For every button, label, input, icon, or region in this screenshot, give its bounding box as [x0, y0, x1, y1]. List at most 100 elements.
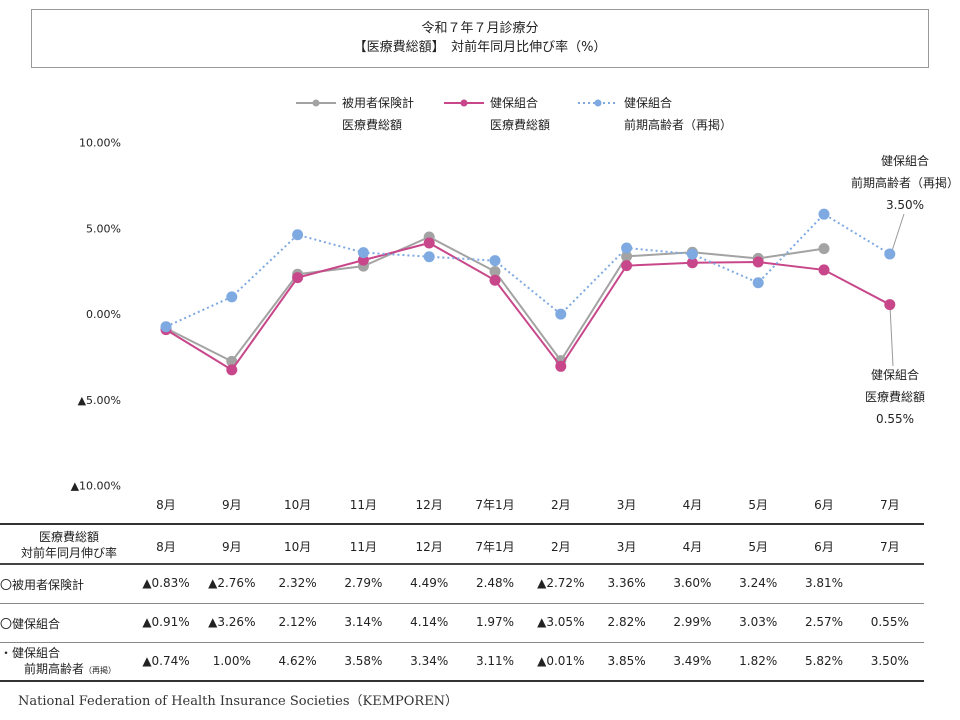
row-label: 〇被用者保険計 — [0, 578, 85, 592]
data-point — [752, 277, 764, 289]
x-tick-label: 2月 — [551, 498, 571, 512]
legend-label: 医療費総額 — [490, 118, 551, 132]
data-point — [818, 243, 830, 255]
y-tick-label: ▲5.00% — [78, 394, 121, 407]
table-header-month: 12月 — [415, 540, 443, 554]
annotation-elderly: 健保組合 前期高齢者（再掲） 3.50% — [840, 150, 960, 216]
table-header-month: 8月 — [156, 540, 176, 554]
data-point — [423, 237, 435, 249]
y-tick-label: 5.00% — [86, 222, 121, 235]
annotation-kenpo: 健保組合 医療費総額 0.55% — [835, 364, 955, 430]
table-header-month: 7年1月 — [475, 540, 515, 554]
legend-item-kenpo-elderly: 健保組合 前期高齢者（再掲） — [578, 92, 732, 136]
data-point — [160, 321, 172, 333]
x-tick-label: 7月 — [880, 498, 900, 512]
title-line2: 【医療費総額】 対前年同月比伸び率（%） — [353, 40, 607, 55]
data-point — [292, 229, 304, 241]
header-label-line: 医療費総額 — [38, 530, 99, 544]
chart-title: 令和７年７月診療分 【医療費総額】 対前年同月比伸び率（%） — [31, 9, 929, 68]
legend-label: 前期高齢者（再掲） — [624, 118, 733, 132]
table-header-month: 11月 — [349, 540, 378, 554]
series-line — [165, 241, 891, 372]
table-cell: 2.48% — [475, 576, 515, 590]
table-cell: 2.79% — [344, 576, 383, 590]
data-point — [226, 364, 238, 376]
legend-item-employee-insurance: 被用者保険計 医療費総額 — [296, 92, 414, 136]
x-tick-label: 9月 — [222, 498, 242, 512]
annotation-leader-line — [890, 213, 905, 255]
data-point — [884, 248, 896, 260]
table-cell: 3.50% — [870, 654, 909, 668]
x-tick-label: 11月 — [350, 498, 377, 512]
title-line1: 令和７年７月診療分 — [421, 21, 539, 36]
data-point — [555, 308, 567, 320]
row-label-small: （再掲） — [84, 666, 117, 675]
row-label-line: ・健保組合 — [0, 646, 61, 660]
data-point — [292, 272, 304, 284]
data-point — [357, 247, 369, 259]
table-cell: ▲0.91% — [142, 615, 190, 629]
table-cell: 3.58% — [344, 654, 383, 668]
table-header-month: 6月 — [814, 540, 834, 554]
table-header-month: 9月 — [221, 540, 242, 554]
legend-item-kenpo-total: 健保組合 医療費総額 — [444, 92, 550, 136]
data-point — [489, 255, 501, 267]
table-cell: ▲2.72% — [537, 576, 585, 590]
annotation-text: 健保組合 — [870, 368, 919, 382]
table-header-month: 2月 — [550, 540, 571, 554]
y-tick-label: ▲10.00% — [71, 480, 121, 493]
data-point — [686, 257, 698, 269]
x-tick-label: 4月 — [683, 498, 703, 512]
table-cell: 1.97% — [475, 615, 515, 629]
table-cell: 1.00% — [212, 654, 251, 668]
row-label-line: 前期高齢者 — [24, 662, 85, 676]
legend-label: 健保組合 — [624, 96, 673, 110]
table-cell: 5.82% — [804, 654, 844, 668]
y-tick-label: 0.00% — [86, 308, 121, 321]
data-point — [818, 264, 830, 276]
table-cell: 3.60% — [673, 576, 712, 590]
table-header-month: 4月 — [682, 540, 703, 554]
data-point — [621, 242, 633, 254]
table-cell: 3.14% — [344, 615, 383, 629]
table-header-month: 3月 — [616, 540, 637, 554]
legend-swatch-blue — [578, 99, 618, 107]
data-point — [226, 291, 238, 303]
legend-label: 健保組合 — [490, 96, 539, 110]
data-point — [555, 360, 567, 372]
table-cell: ▲3.05% — [537, 615, 585, 629]
table-cell: 3.11% — [475, 654, 515, 668]
table-cell: ▲0.74% — [142, 654, 190, 668]
series-line — [165, 212, 891, 328]
data-point — [621, 250, 633, 262]
table-cell: 3.03% — [739, 615, 778, 629]
table-header-label: 医療費総額 対前年同月伸び率 — [14, 529, 124, 561]
table-cell: 2.32% — [278, 576, 317, 590]
data-point — [621, 260, 633, 272]
table-cell: 4.14% — [410, 615, 449, 629]
table-header-month: 7月 — [879, 540, 900, 554]
data-point — [752, 256, 764, 268]
table-cell: ▲0.83% — [142, 576, 190, 590]
x-tick-label: 5月 — [748, 498, 768, 512]
table-cell: 4.49% — [410, 576, 449, 590]
x-tick-label: 6月 — [814, 498, 834, 512]
annotation-text: 健保組合 — [880, 154, 929, 168]
data-point — [489, 274, 501, 286]
annotation-value: 0.55% — [875, 412, 915, 426]
data-point — [226, 355, 238, 367]
legend-label: 医療費総額 — [342, 118, 403, 132]
table-cell: 2.82% — [607, 615, 646, 629]
annotation-value: 3.50% — [885, 198, 925, 212]
annotation-text: 医療費総額 — [864, 390, 925, 404]
annotation-text: 前期高齢者（再掲） — [850, 176, 959, 190]
data-point — [357, 254, 369, 266]
legend-swatch-pink — [444, 99, 484, 107]
x-tick-label: 7年1月 — [475, 498, 514, 512]
table-cell: 2.57% — [804, 615, 844, 629]
table-cell: 3.85% — [607, 654, 646, 668]
table-cell: 4.62% — [278, 654, 317, 668]
table-cell: ▲2.76% — [208, 576, 256, 590]
